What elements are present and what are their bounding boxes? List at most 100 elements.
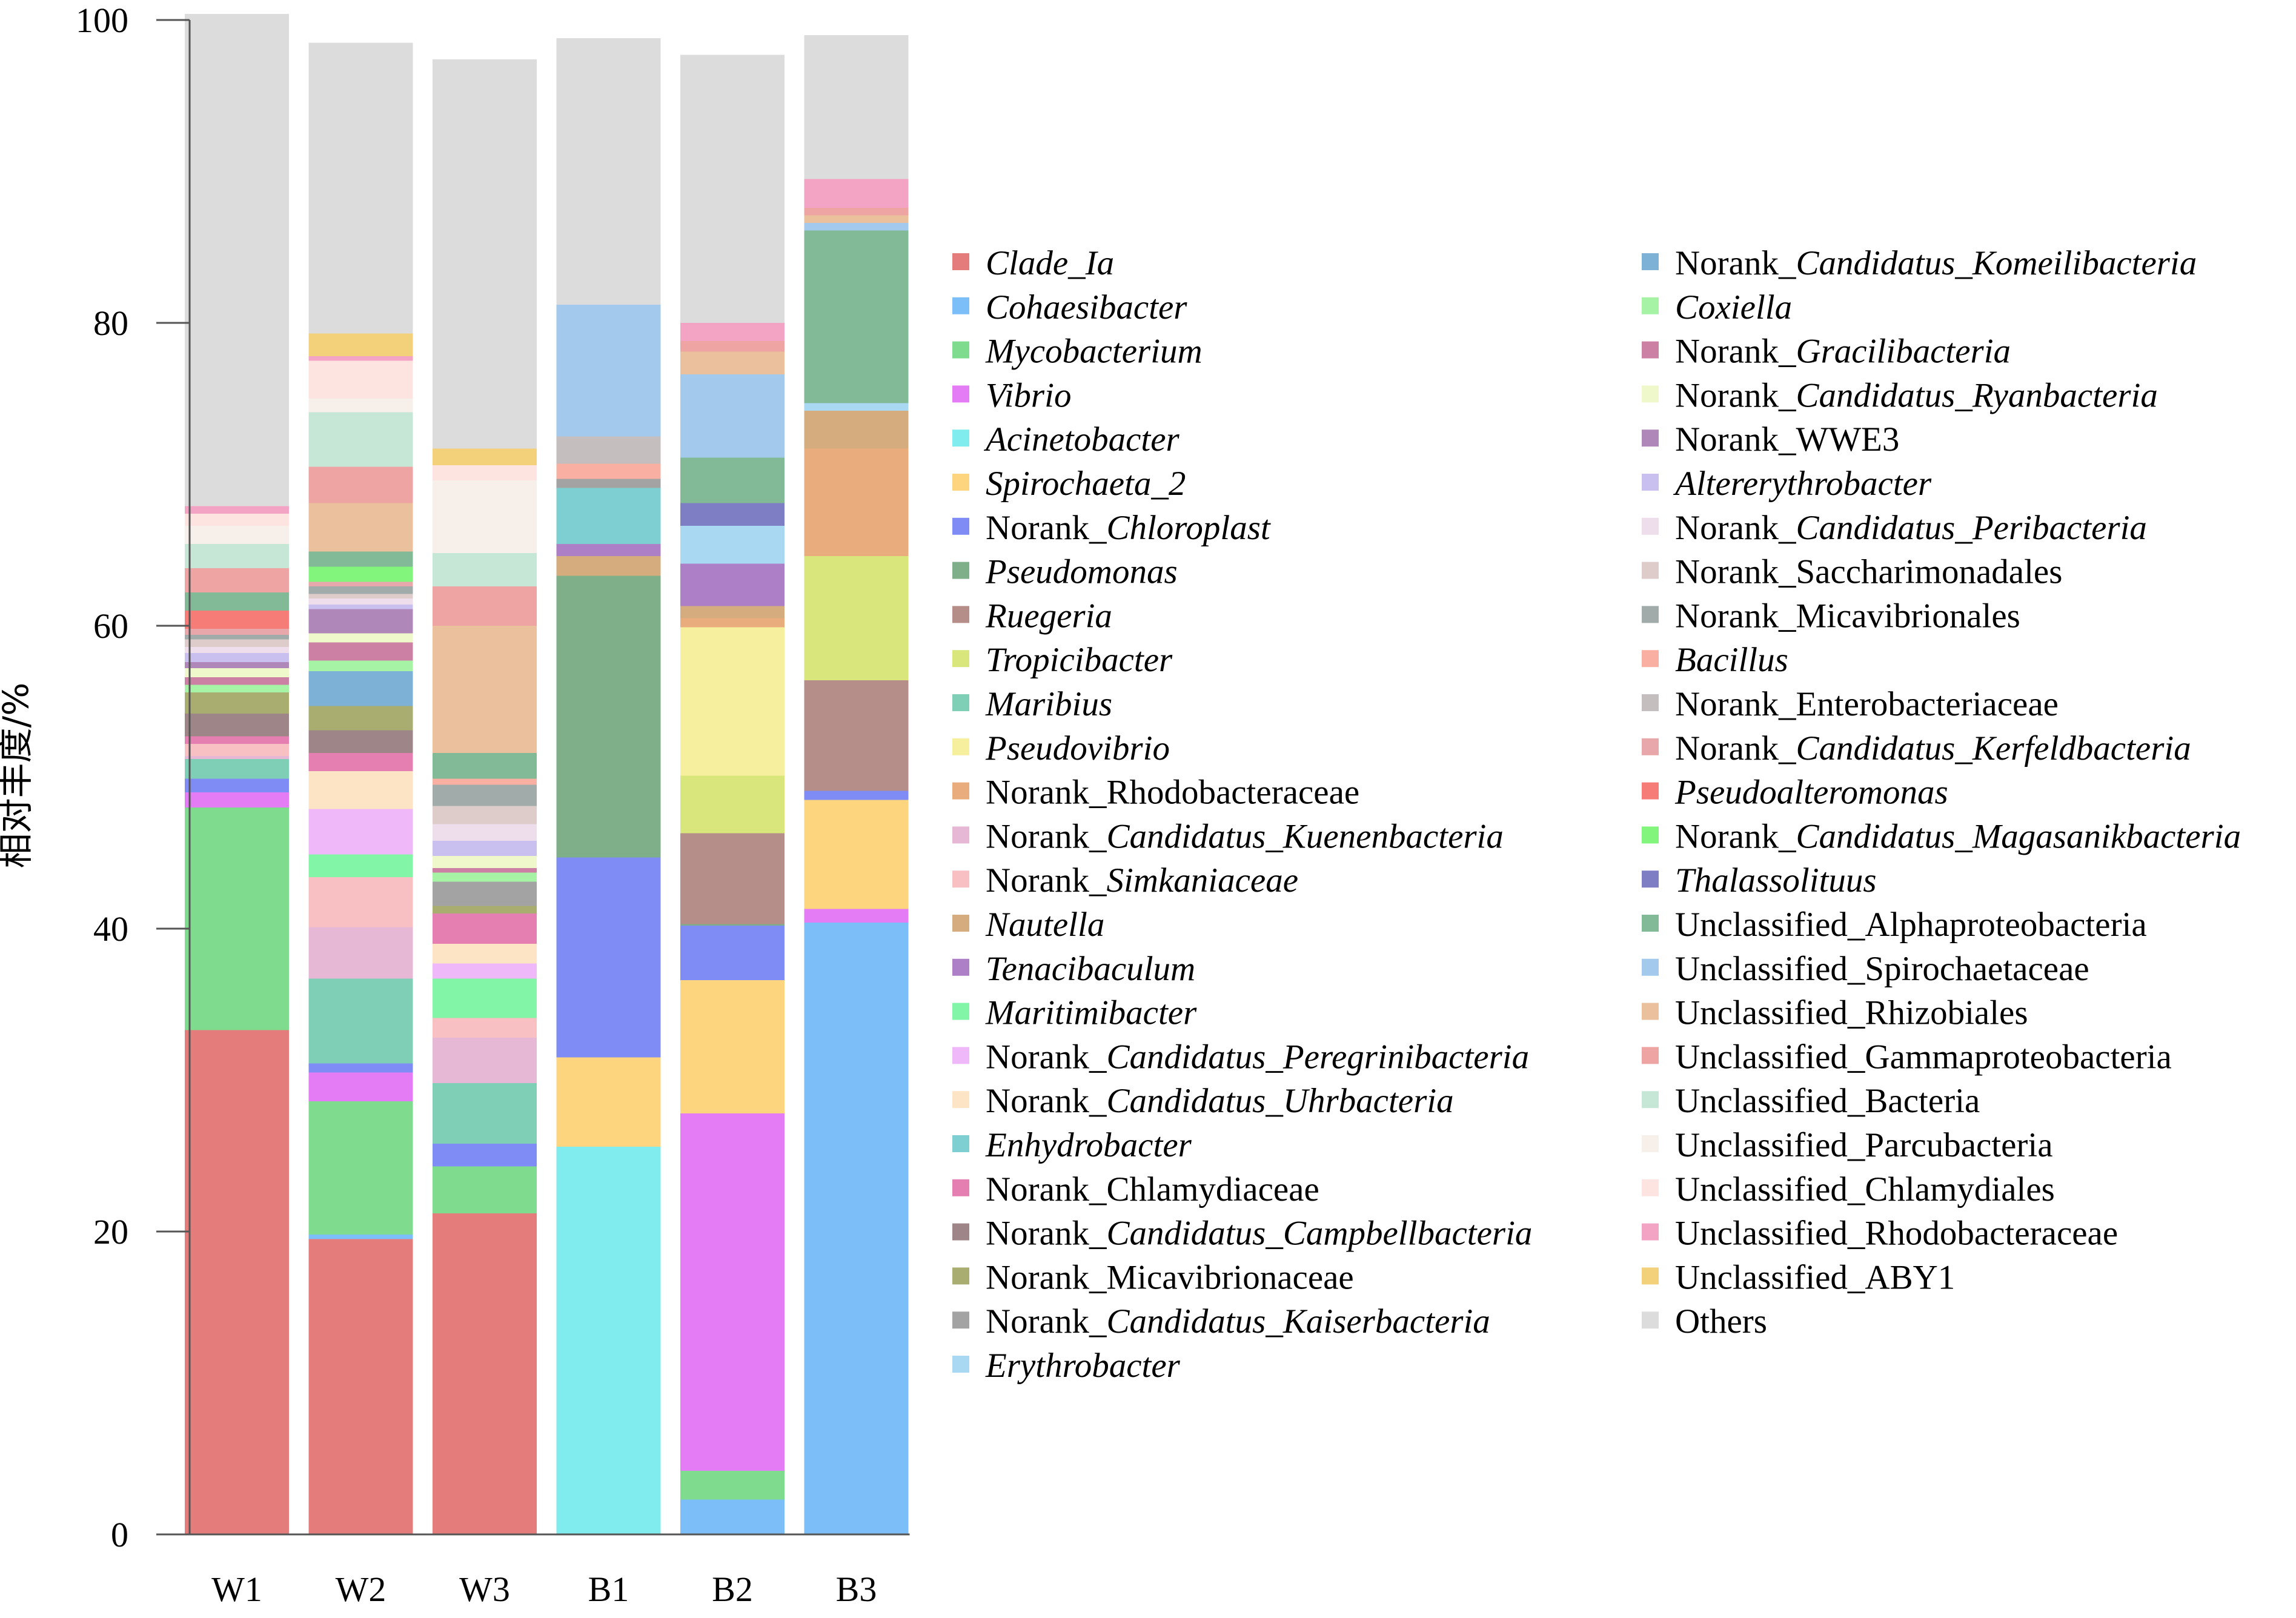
x-tick-label-b3: B3 <box>836 1570 877 1609</box>
legend-label: Norank_Micavibrionaceae <box>986 1258 1354 1296</box>
legend-swatch <box>952 429 969 447</box>
bar-segment-w1-13 <box>185 756 289 759</box>
legend-swatch <box>1642 1003 1659 1020</box>
bar-segment-w2-18 <box>308 809 413 855</box>
legend-item: Altererythrobacter <box>1642 465 1932 503</box>
legend-item: Others <box>1642 1302 1767 1341</box>
bar-segment-w2-47 <box>308 360 413 399</box>
bar-segment-b3-25 <box>804 403 909 411</box>
legend-swatch <box>952 782 969 800</box>
bar-segment-w2-33 <box>308 594 413 598</box>
bar-segment-w2-27 <box>308 660 413 671</box>
bar-segment-w2-45 <box>308 412 413 467</box>
legend-label: Unclassified_Chlamydiales <box>1675 1170 2055 1209</box>
bar-segment-w3-17 <box>433 978 537 1018</box>
bar-segment-w2-37 <box>308 582 413 586</box>
legend-swatch <box>1642 694 1659 711</box>
legend-label: Enhydrobacter <box>985 1126 1192 1164</box>
bar-segment-w1-10 <box>185 759 289 779</box>
legend-swatch <box>952 870 969 888</box>
y-tick-label-40: 40 <box>93 909 128 949</box>
bar-segment-w2-2 <box>308 1101 413 1235</box>
bar-segment-w3-33 <box>433 806 537 824</box>
legend-swatch <box>952 562 969 579</box>
bar-segment-w2-14 <box>308 877 413 927</box>
legend-label: Others <box>1675 1302 1767 1341</box>
legend-item: Unclassified_Spirochaetaceae <box>1642 950 2089 988</box>
bar-segment-w1-31 <box>185 653 289 662</box>
x-tick-label-b1: B1 <box>588 1570 629 1609</box>
legend-swatch <box>952 1003 969 1020</box>
legend-item: Norank_Chlamydiaceae <box>952 1170 1319 1209</box>
legend-item: Norank_Enterobacteriaceae <box>1642 685 2059 723</box>
legend-label: Unclassified_Parcubacteria <box>1675 1126 2053 1164</box>
bar-segment-w2-17 <box>308 854 413 877</box>
legend-label: Unclassified_Spirochaetaceae <box>1675 950 2089 988</box>
legend-item: Tenacibaculum <box>952 950 1195 988</box>
bar-segment-w2-46 <box>308 399 413 413</box>
axes-group: W1 W2 W3 B1 B2 B3 0 20 40 60 80 100 <box>76 1 910 1609</box>
legend-swatch <box>1642 1223 1659 1241</box>
bar-segment-w1-27 <box>185 685 289 692</box>
legend-item: Norank_Chloroplast <box>952 509 1271 547</box>
legend-label: Norank_Candidatus_Magasanikbacteria <box>1675 817 2241 855</box>
legend-label: Clade_Ia <box>986 244 1114 282</box>
legend-label: Norank_Gracilibacteria <box>1675 333 2011 371</box>
legend-item: Norank_Candidatus_Kuenenbacteria <box>952 817 1504 855</box>
bars-group <box>185 14 909 1534</box>
bar-segment-w2-49 <box>308 333 413 356</box>
bar-segment-b2-12 <box>680 618 785 628</box>
legend-label: Norank_Micavibrionales <box>1675 597 2020 635</box>
bar-segment-b2-43 <box>680 351 785 374</box>
legend-item: Norank_WWE3 <box>1642 420 1899 459</box>
bar-segment-w3-45 <box>433 553 537 586</box>
legend-item: Enhydrobacter <box>952 1126 1192 1164</box>
bar-segment-w3-23 <box>433 906 537 913</box>
legend-item: Pseudovibrio <box>952 729 1170 768</box>
bar-segment-w2-43 <box>308 503 413 552</box>
legend-label: Unclassified_Rhodobacteraceae <box>1675 1215 2118 1253</box>
legend-swatch <box>952 1135 969 1152</box>
legend-item: Norank_Candidatus_Peribacteria <box>1642 509 2147 547</box>
legend-item: Pseudoalteromonas <box>1642 774 1948 812</box>
bar-segment-b2-6 <box>680 926 785 980</box>
bar-segment-w3-32 <box>433 824 537 841</box>
bar-segment-w3-46 <box>433 480 537 553</box>
legend-swatch <box>1642 650 1659 668</box>
bar-segment-b1-6 <box>556 857 661 1058</box>
bar-segment-w1-33 <box>185 639 289 647</box>
legend-label: Norank_Saccharimonadales <box>1675 553 2062 591</box>
legend-swatch <box>1642 562 1659 579</box>
legend-swatch <box>952 1267 969 1285</box>
bar-segment-b2-11 <box>680 627 785 776</box>
legend-swatch <box>952 1356 969 1373</box>
legend-label: Unclassified_Rhizobiales <box>1675 994 2028 1032</box>
bar-segment-w2-26 <box>308 671 413 706</box>
bar-segment-w1-45 <box>185 544 289 568</box>
bar-segment-b2-48 <box>680 323 785 341</box>
legend-swatch <box>952 1179 969 1196</box>
legend-label: Norank_Chlamydiaceae <box>986 1170 1319 1209</box>
bar-segment-b1-24 <box>556 479 661 488</box>
bar-segment-b1-35 <box>556 463 661 479</box>
legend-item: Norank_Micavibrionaceae <box>952 1258 1354 1296</box>
bar-segment-b1-4 <box>556 1147 661 1534</box>
legend-swatch <box>952 297 969 314</box>
bar-segment-b2-1 <box>680 1499 785 1534</box>
bar-segment-b3-8 <box>804 680 909 791</box>
bar-segment-w2-22 <box>308 730 413 753</box>
legend-label: Unclassified_ABY1 <box>1675 1258 1955 1296</box>
y-tick-label-100: 100 <box>76 1 128 40</box>
legend-swatch <box>952 1223 969 1241</box>
bar-segment-b2-16 <box>680 563 785 606</box>
bar-segment-b3-50 <box>804 35 909 179</box>
bar-segment-w1-50 <box>185 14 289 506</box>
bar-segment-w1-2 <box>185 807 289 1030</box>
legend-swatch <box>952 1091 969 1109</box>
legend-item: Mycobacterium <box>952 333 1203 371</box>
legend-swatch <box>1642 782 1659 800</box>
bar-segment-w3-47 <box>433 465 537 480</box>
bar-segment-w3-13 <box>433 1038 537 1083</box>
bar-segment-w2-41 <box>308 551 413 567</box>
